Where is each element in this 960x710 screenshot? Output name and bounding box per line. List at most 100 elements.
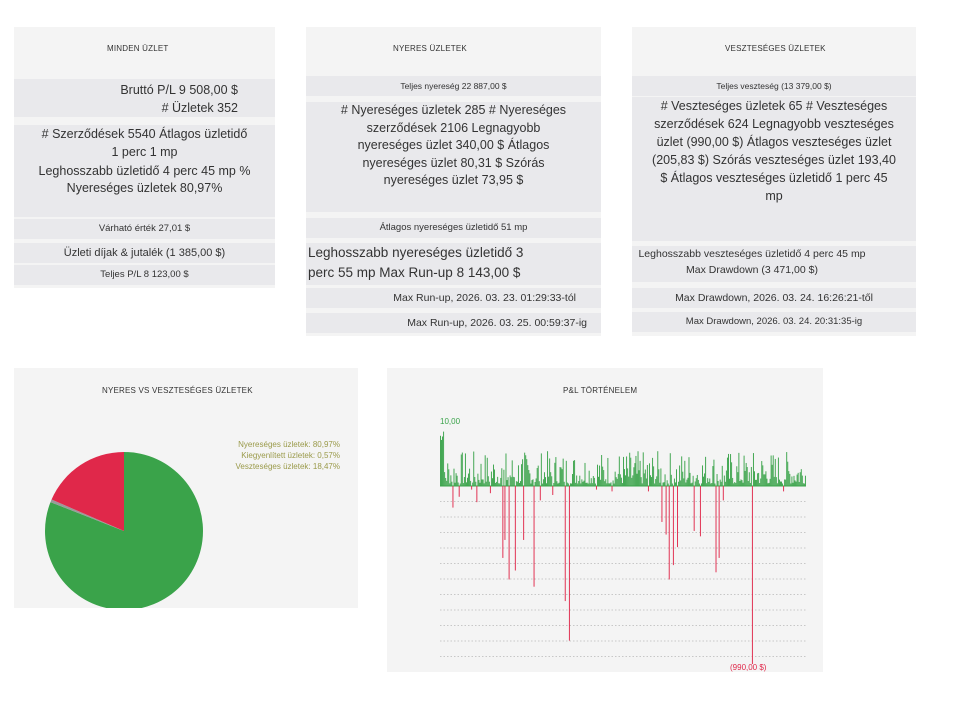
- pl-bar: [552, 486, 554, 495]
- pl-bar: [474, 476, 476, 486]
- pl-bar: [794, 480, 796, 486]
- legend-losing: Veszteséges üzletek: 18,47%: [235, 462, 340, 471]
- pl-bar: [610, 482, 612, 486]
- pl-bar: [506, 480, 508, 486]
- pl-bar: [560, 467, 562, 486]
- pl-bar: [453, 468, 455, 486]
- all-trades-panel: MINDEN ÜZLET Bruttó P/L 9 508,00 $ # Üzl…: [14, 27, 275, 288]
- pl-bar: [803, 483, 805, 486]
- pl-bar: [441, 439, 442, 486]
- longest-winning-block: Leghosszabb nyereséges üzletidő 3 perc 5…: [306, 243, 601, 285]
- pl-bar: [682, 471, 684, 486]
- pl-bar: [486, 457, 488, 486]
- pl-bar: [600, 479, 602, 486]
- pl-bar: [619, 474, 621, 486]
- pl-bar: [520, 481, 521, 486]
- pl-bar: [602, 466, 604, 486]
- pl-bar: [714, 483, 716, 486]
- pl-bar: [634, 463, 636, 486]
- pl-bar: [693, 486, 695, 531]
- pl-bar: [774, 458, 776, 486]
- pl-bar: [697, 479, 699, 486]
- pl-bar: [440, 435, 441, 486]
- pl-bar: [615, 477, 617, 486]
- pl-bar: [662, 482, 664, 486]
- pl-bar: [664, 474, 666, 486]
- pl-bar: [590, 478, 592, 486]
- pl-bar: [691, 482, 693, 486]
- pl-bar: [642, 452, 644, 486]
- pl-bar: [616, 478, 618, 486]
- pl-bar: [543, 472, 545, 486]
- pl-bar: [583, 480, 585, 486]
- pl-bar: [469, 468, 471, 486]
- pl-bar: [451, 481, 453, 486]
- pl-bar: [801, 475, 803, 486]
- pl-bar: [612, 480, 614, 486]
- pl-bar: [734, 482, 736, 486]
- pl-bar: [478, 479, 480, 486]
- pie-legend: Nyereséges üzletek: 80,97% Kiegyenlített…: [235, 439, 340, 472]
- pl-bar: [713, 459, 715, 486]
- pl-bar: [498, 483, 500, 486]
- runup-to: Max Run-up, 2026. 03. 25. 00:59:37-ig: [306, 313, 601, 333]
- pl-bar: [738, 452, 740, 486]
- pl-bar: [692, 475, 694, 486]
- pl-bar: [460, 454, 462, 486]
- winning-stats-block: # Nyereséges üzletek 285 # Nyereséges sz…: [306, 102, 601, 212]
- pl-bar: [686, 479, 688, 486]
- pl-bar: [582, 481, 584, 486]
- legend-winning: Nyereséges üzletek: 80,97%: [238, 440, 340, 449]
- pl-bar: [630, 457, 632, 486]
- pl-bar: [524, 452, 526, 486]
- pl-bar: [551, 476, 553, 486]
- pl-bar: [709, 478, 711, 486]
- pl-bar: [736, 466, 738, 486]
- pl-bar: [485, 481, 487, 486]
- pl-bar: [546, 483, 547, 486]
- pl-bar: [454, 482, 456, 486]
- pl-bar: [745, 462, 747, 486]
- pl-bar: [752, 453, 754, 486]
- pl-bar: [575, 482, 577, 486]
- pl-bar: [587, 483, 589, 486]
- pl-bar: [680, 480, 682, 486]
- pl-bar: [784, 479, 786, 486]
- pl-bar: [568, 486, 570, 641]
- pl-bar: [769, 478, 771, 486]
- pl-bar: [631, 477, 633, 486]
- pl-bar: [787, 461, 789, 486]
- losing-trades-title: VESZTESÉGES ÜZLETEK: [725, 44, 826, 53]
- pl-bar: [446, 480, 448, 486]
- pl-bar: [624, 469, 625, 486]
- pl-bar: [559, 467, 561, 486]
- pl-bar: [445, 477, 447, 486]
- pl-bar: [463, 477, 465, 486]
- pl-bar: [516, 481, 518, 486]
- pl-bar: [525, 455, 527, 486]
- pl-bar: [572, 474, 573, 486]
- pl-bar: [718, 486, 720, 558]
- pl-bar: [527, 465, 529, 486]
- pie-panel-title: NYERES VS VESZTESÉGES ÜZLETEK: [102, 386, 253, 395]
- pl-bar: [503, 469, 505, 486]
- pl-bar: [565, 460, 567, 486]
- contracts-block: # Szerződések 5540 Átlagos üzletidő 1 pe…: [14, 125, 275, 163]
- pl-bar: [700, 483, 702, 486]
- pl-bar: [531, 480, 533, 486]
- pl-bar: [542, 479, 544, 486]
- pl-bar: [690, 483, 692, 486]
- pl-bar: [712, 466, 714, 486]
- pl-bar: [765, 471, 767, 486]
- pl-bar: [581, 479, 583, 486]
- pl-bar: [528, 470, 530, 486]
- pl-bar: [481, 479, 483, 486]
- pl-bar: [786, 452, 788, 486]
- pl-bar: [588, 470, 590, 486]
- pl-bar: [789, 473, 791, 486]
- pl-bar: [508, 486, 510, 580]
- pl-bar: [461, 452, 463, 486]
- pl-bar: [770, 455, 772, 486]
- pl-bar: [444, 472, 446, 486]
- pl-bar: [567, 483, 569, 486]
